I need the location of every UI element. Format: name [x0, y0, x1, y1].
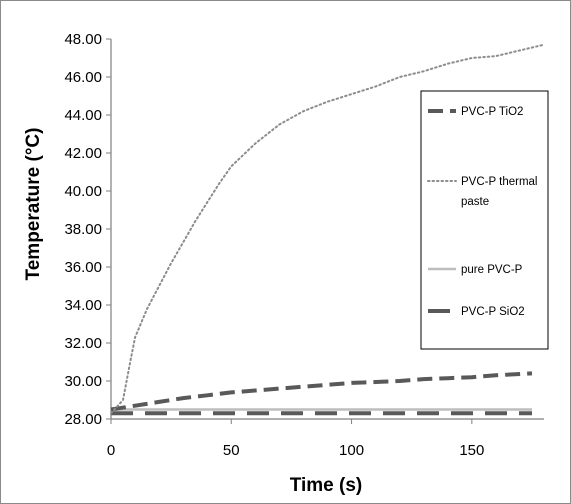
legend-label: PVC-P SiO2: [461, 306, 525, 318]
x-tick-label: 0: [107, 442, 115, 459]
x-tick-label: 150: [459, 442, 484, 459]
series-line: [110, 371, 533, 412]
x-tick-label: 50: [223, 442, 240, 459]
x-tick-label: 100: [339, 442, 364, 459]
y-tick-label: 44.00: [64, 107, 102, 124]
y-tick-label: 36.00: [64, 259, 102, 276]
legend-label: PVC-P thermal paste: [461, 176, 537, 208]
legend-label: PVC-P TiO2: [461, 106, 523, 118]
x-axis-ticks: 0 50 100 150: [107, 419, 484, 459]
series-line: [110, 43, 545, 415]
y-tick-label: 30.00: [64, 373, 102, 390]
y-tick-label: 38.00: [64, 221, 102, 238]
y-tick-label: 34.00: [64, 297, 102, 314]
y-axis-ticks: 28.00 30.00 32.00 34.00 36.00 38.00 40.00 42.00…: [64, 31, 111, 428]
legend-label: pure PVC-P: [461, 264, 523, 276]
x-axis-title: Time (s): [290, 475, 363, 496]
legend: PVC-P TiO2 PVC-P thermal paste pure PVC-P PV…: [420, 90, 549, 350]
y-tick-label: 46.00: [64, 69, 102, 86]
y-tick-label: 32.00: [64, 335, 102, 352]
y-tick-label: 48.00: [64, 31, 102, 48]
y-tick-label: 28.00: [64, 411, 102, 428]
y-tick-label: 40.00: [64, 183, 102, 200]
y-tick-label: 42.00: [64, 145, 102, 162]
legend-box: [420, 90, 549, 350]
series-layer: [110, 43, 545, 416]
y-axis-title: Temperature (°C): [23, 128, 44, 281]
